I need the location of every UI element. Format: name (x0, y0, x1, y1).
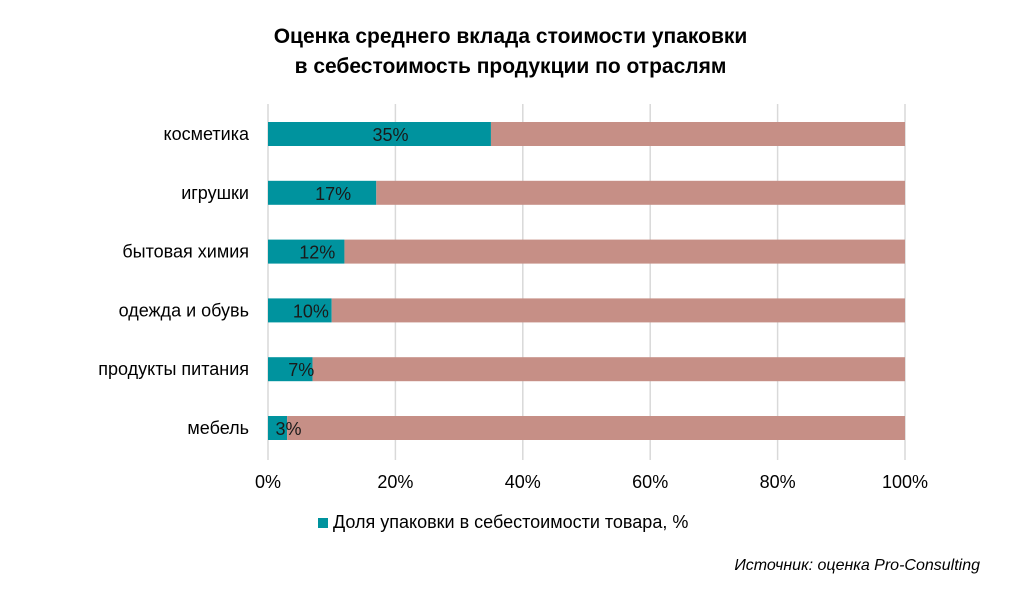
bar-share-1 (268, 180, 377, 205)
category-label-4: продукты питания (98, 359, 249, 379)
bar-remainder-0 (490, 122, 905, 146)
x-tick-label-100: 100% (882, 472, 928, 492)
bar-share-2 (268, 239, 345, 264)
data-label-4: 7% (288, 360, 314, 380)
chart-title-line-1: Оценка среднего вклада стоимости упаковк… (273, 25, 748, 48)
data-labels: 35% 17% 12% 10% 7% 3% (276, 125, 409, 439)
x-tick-label-40: 40% (505, 472, 541, 492)
bars (268, 122, 906, 440)
legend-swatch-share (318, 517, 328, 528)
bar-remainder-5 (287, 416, 905, 440)
x-tick-label-60: 60% (632, 472, 668, 492)
bar-remainder-3 (331, 298, 905, 323)
data-label-1: 17% (315, 184, 351, 204)
bar-share-4 (268, 357, 313, 382)
chart-title-line-2: в себестоимость продукции по отраслям (294, 55, 727, 78)
category-label-1: игрушки (181, 183, 249, 203)
x-tick-label-80: 80% (760, 472, 796, 492)
source-note: Источник: оценка Pro-Consulting (734, 557, 980, 574)
bar-remainder-1 (376, 180, 905, 205)
category-label-5: мебель (187, 418, 249, 438)
x-tick-label-0: 0% (255, 472, 281, 492)
bar-share-0 (268, 122, 491, 146)
legend-label-share: Доля упаковки в себестоимости товара, % (333, 512, 689, 532)
category-labels: косметика игрушки бытовая химия одежда и об… (98, 124, 250, 438)
bar-share-3 (268, 298, 332, 323)
bar-remainder-4 (312, 357, 906, 382)
grid-lines (267, 104, 906, 460)
bar-remainder-2 (344, 239, 905, 264)
category-label-2: бытовая химия (122, 242, 249, 262)
data-label-0: 35% (372, 125, 408, 145)
x-axis-tick-labels: 0% 20% 40% 60% 80% 100% (255, 472, 928, 492)
category-label-0: косметика (164, 124, 250, 144)
category-label-3: одежда и обувь (119, 300, 249, 320)
data-label-3: 10% (293, 301, 329, 321)
legend: Доля упаковки в себестоимости товара, % (318, 512, 688, 533)
data-label-2: 12% (299, 243, 335, 263)
x-tick-label-20: 20% (377, 472, 413, 492)
data-label-5: 3% (276, 419, 302, 439)
bar-share-5 (268, 416, 288, 440)
chart-title: Оценка среднего вклада стоимости упаковк… (0, 22, 1021, 82)
